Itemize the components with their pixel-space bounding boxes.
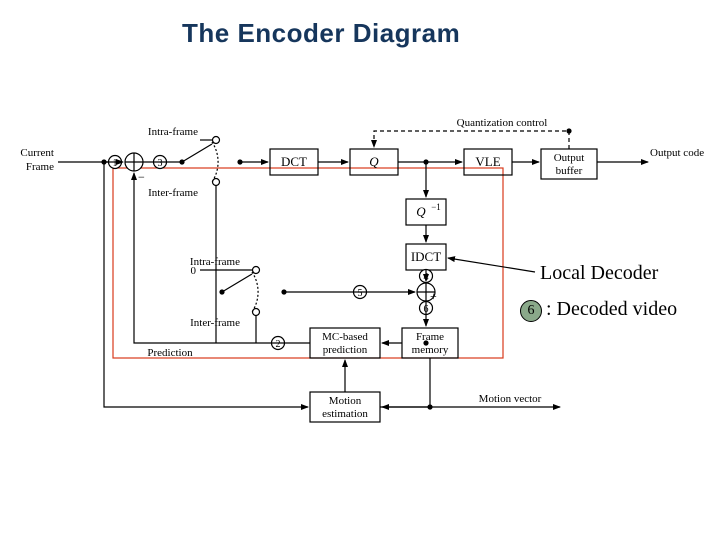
svg-text:Motion vector: Motion vector [479,393,542,405]
svg-text:Inter-frame: Inter-frame [190,317,240,329]
svg-text:Motion: Motion [329,395,362,407]
svg-text:5: 5 [358,288,363,299]
svg-text:Frame: Frame [26,161,54,173]
svg-text:Intra-frame: Intra-frame [190,256,240,268]
svg-text:2: 2 [276,339,281,350]
svg-text:−: − [138,170,145,184]
svg-text:3: 3 [158,158,163,169]
svg-text:VLE: VLE [475,154,500,169]
svg-text:Intra-frame: Intra-frame [148,126,198,138]
svg-text:MC-based: MC-based [322,331,368,343]
svg-text:1: 1 [113,158,118,169]
decoded-video-label: : Decoded video [546,298,677,321]
svg-text:6: 6 [424,304,429,315]
svg-text:Inter-frame: Inter-frame [148,187,198,199]
svg-text:DCT: DCT [281,154,307,169]
svg-text:Q: Q [369,154,379,169]
svg-text:4: 4 [424,272,429,283]
svg-text:IDCT: IDCT [411,249,441,264]
svg-text:Output: Output [554,152,585,164]
svg-text:Current: Current [20,147,54,159]
local-decoder-label: Local Decoder [540,262,658,285]
svg-text:estimation: estimation [322,408,368,420]
svg-text:Q: Q [416,204,426,219]
svg-text:−1: −1 [431,202,441,212]
svg-text:prediction: prediction [323,344,368,356]
svg-text:buffer: buffer [556,165,583,177]
svg-text:memory: memory [412,344,449,356]
svg-text:Output code: Output code [650,147,704,159]
svg-text:Quantization control: Quantization control [457,117,548,129]
svg-text:Prediction: Prediction [147,347,193,359]
node-6-badge: 6 [520,300,542,322]
svg-text:+: + [430,289,437,303]
svg-text:Frame: Frame [416,331,444,343]
stage: The Encoder Diagram [0,0,720,540]
